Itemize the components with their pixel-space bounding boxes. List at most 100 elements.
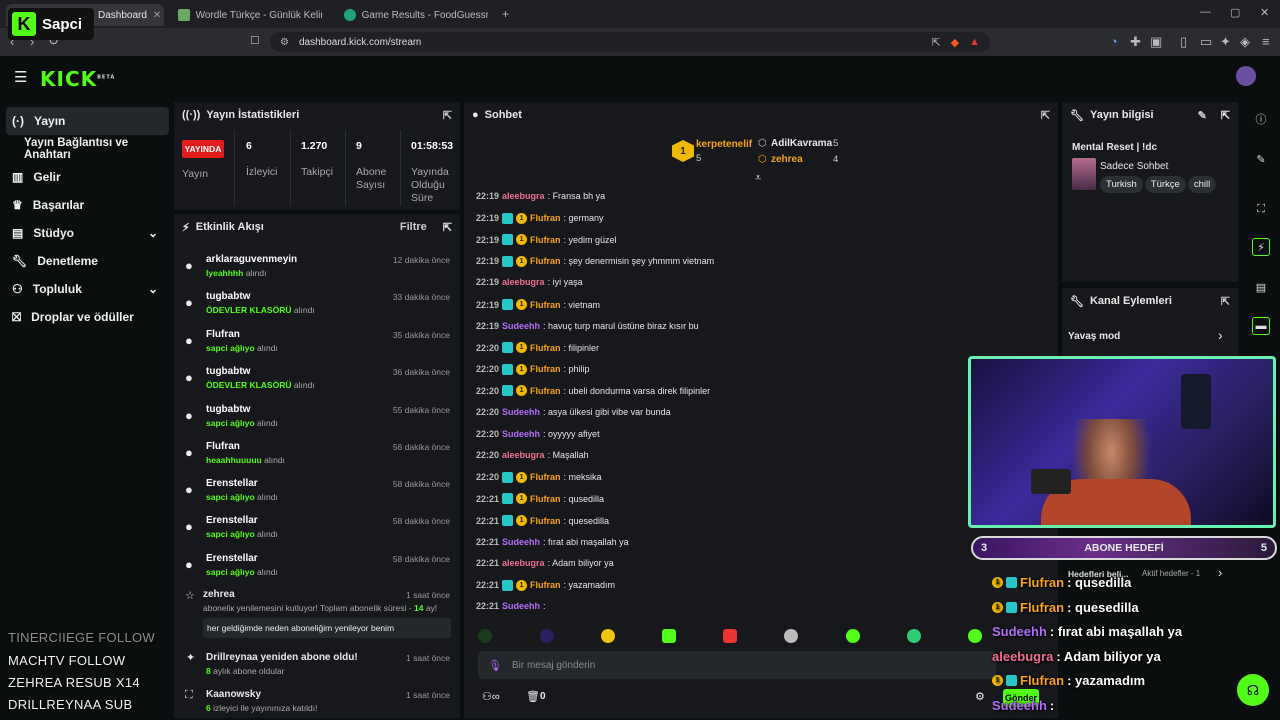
emote-icon[interactable] <box>662 629 676 643</box>
message-username[interactable]: aleebugra <box>502 450 545 461</box>
help-button[interactable]: ☊ <box>1237 674 1269 706</box>
brave-rewards-icon[interactable]: ▲ <box>969 36 980 48</box>
hamburger-menu-icon[interactable]: ☰ <box>14 69 28 86</box>
tag[interactable]: Turkish <box>1100 176 1143 193</box>
back-icon[interactable]: ‹ <box>10 34 15 49</box>
message-username[interactable]: Flufran <box>530 364 561 375</box>
sidebar-item-stream-key[interactable]: Yayın Bağlantısı ve Anahtarı <box>0 135 170 163</box>
message-username[interactable]: Flufran <box>530 515 561 526</box>
goals-link[interactable]: Hedefleri beli... <box>1068 569 1129 579</box>
event-user[interactable]: tugbabtw <box>206 404 251 415</box>
sidebar-item-studyo[interactable]: ▤ Stüdyo ⌄ <box>0 219 170 247</box>
event-user[interactable]: Drillreynaa yeniden abone oldu! <box>206 652 358 663</box>
sidebar-item-droplar[interactable]: ⛝ Droplar ve ödüller <box>0 303 170 331</box>
event-user[interactable]: tugbabtw <box>206 366 251 377</box>
info-icon[interactable]: ⓘ <box>1255 114 1267 126</box>
event-user[interactable]: tugbabtw <box>206 291 251 302</box>
microphone-icon[interactable]: 🎙︎ <box>488 659 502 672</box>
tab-foodguessr[interactable]: Game Results - FoodGuessr | FoodGu <box>336 4 496 26</box>
emote-icon[interactable] <box>478 629 492 643</box>
event-user[interactable]: Erenstellar <box>206 478 258 489</box>
message-username[interactable]: Sudeehh <box>502 320 541 331</box>
maximize-icon[interactable]: ▢ <box>1230 7 1241 19</box>
message-username[interactable]: aleebugra <box>502 558 545 569</box>
chat-icon[interactable]: ▬ <box>1252 317 1270 335</box>
window-close-icon[interactable]: ✕ <box>1260 7 1270 19</box>
url-field[interactable]: ⚙ dashboard.kick.com/stream ⇱ ◆ ▲ <box>270 32 990 52</box>
message-username[interactable]: Sudeehh <box>502 428 541 439</box>
translate-icon[interactable]: ◔ <box>1110 34 1118 49</box>
close-icon[interactable]: ✕ <box>152 9 162 21</box>
message-username[interactable]: Sudeehh <box>502 407 541 417</box>
sidebar-item-yayin[interactable]: (·) Yayın <box>6 107 169 135</box>
emote-icon[interactable] <box>784 629 798 643</box>
minimize-icon[interactable]: — <box>1200 6 1211 18</box>
tag[interactable]: chill <box>1187 176 1217 193</box>
sidebar-toggle-icon[interactable]: ▯ <box>1180 34 1188 49</box>
message-username[interactable]: Flufran <box>530 493 561 504</box>
slow-mode-label[interactable]: Yavaş mod <box>1068 331 1121 342</box>
popout-icon[interactable]: ⇱ <box>1220 295 1230 308</box>
leo-icon[interactable]: ✦ <box>1220 34 1231 49</box>
brave-shield-icon[interactable]: ◆ <box>950 36 960 49</box>
message-username[interactable]: Flufran <box>530 472 561 483</box>
message-username[interactable]: aleebugra <box>502 191 545 201</box>
chat-settings-icon[interactable]: ⚙ <box>975 691 985 703</box>
chat-input[interactable]: 🎙︎ Bir mesaj gönderin <box>478 651 996 679</box>
event-user[interactable]: Erenstellar <box>206 553 258 564</box>
emote-icon[interactable] <box>601 629 615 643</box>
tag[interactable]: Türkçe <box>1144 176 1186 193</box>
infinity-points-icon[interactable]: ⚇∞ <box>482 691 500 703</box>
event-user[interactable]: Flufran <box>206 329 240 340</box>
message-username[interactable]: aleebugra <box>502 277 545 288</box>
wallet-icon[interactable]: ▭ <box>1200 34 1213 49</box>
sidebar-item-denetleme[interactable]: 🔧︎ Denetleme <box>0 247 170 275</box>
message-username[interactable]: Sudeehh <box>502 601 541 612</box>
emote-icon[interactable] <box>846 629 860 643</box>
message-username[interactable]: Flufran <box>530 342 561 353</box>
menu-icon[interactable]: ≡ <box>1262 34 1270 49</box>
crop-icon[interactable]: ⛶ <box>1257 202 1265 215</box>
sidebar-item-gelir[interactable]: ▥ Gelir <box>0 163 170 191</box>
forward-icon[interactable]: › <box>30 34 35 49</box>
top-gifter-name[interactable]: kerpetenelif <box>696 139 753 150</box>
popout-icon[interactable]: ⇱ <box>442 221 452 234</box>
message-username[interactable]: Flufran <box>530 580 561 591</box>
message-username[interactable]: Flufran <box>530 299 561 310</box>
popout-icon[interactable]: ⇱ <box>1220 109 1230 122</box>
emote-icon[interactable] <box>968 629 982 643</box>
top-gifter-name[interactable]: AdilKavrama <box>771 138 833 149</box>
new-tab-icon[interactable]: + <box>502 7 510 21</box>
site-info-icon[interactable]: ⚙ <box>280 36 289 48</box>
tab-wordle[interactable]: Wordle Türkçe - Günlük Kelime Oyun <box>170 4 330 26</box>
message-username[interactable]: Flufran <box>530 256 561 267</box>
chevron-right-icon[interactable]: › <box>1218 565 1223 580</box>
bookmark-icon[interactable]: ☐ <box>250 35 260 47</box>
extensions-icon[interactable]: ✚ <box>1130 34 1141 49</box>
kick-logo[interactable]: KICKBETA <box>40 67 115 91</box>
trash-icon[interactable]: 🗑︎ <box>526 691 540 703</box>
stream-category[interactable]: Sadece Sohbet <box>1100 161 1169 172</box>
event-user[interactable]: Kaanowsky <box>206 689 262 700</box>
popout-icon[interactable]: ⇱ <box>1040 109 1050 122</box>
event-user[interactable]: zehrea <box>203 589 235 600</box>
message-username[interactable]: Sudeehh <box>502 536 541 547</box>
sidebar-item-basarilar[interactable]: ♛ Başarılar <box>0 191 170 219</box>
emote-icon[interactable] <box>723 629 737 643</box>
popout-icon[interactable]: ⇱ <box>442 109 452 122</box>
top-gifter-name[interactable]: zehrea <box>771 154 803 165</box>
collapse-icon[interactable]: ⩡ <box>755 172 762 184</box>
event-user[interactable]: arklaraguvenmeyin <box>206 254 298 265</box>
chevron-right-icon[interactable]: › <box>1218 327 1223 343</box>
send-button[interactable]: Gönder <box>1003 689 1039 707</box>
message-username[interactable]: Flufran <box>530 213 561 224</box>
message-username[interactable]: Flufran <box>530 234 561 245</box>
share-icon[interactable]: ⇱ <box>931 36 941 49</box>
vpn-icon[interactable]: ◈ <box>1240 34 1250 49</box>
avatar[interactable] <box>1236 66 1256 86</box>
emote-icon[interactable] <box>907 629 921 643</box>
screenshot-icon[interactable]: ▣ <box>1150 34 1163 49</box>
sidebar-item-topluluk[interactable]: ⚇ Topluluk ⌄ <box>0 275 170 303</box>
message-username[interactable]: Flufran <box>530 385 561 396</box>
emote-icon[interactable] <box>540 629 554 643</box>
